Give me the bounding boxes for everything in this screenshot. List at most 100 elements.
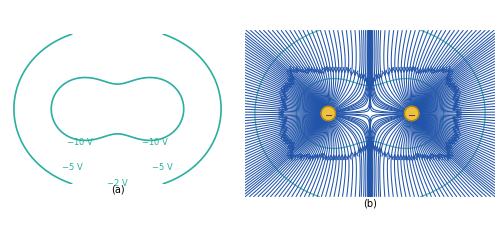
FancyArrowPatch shape (374, 146, 378, 151)
FancyArrowPatch shape (407, 155, 412, 160)
FancyArrowPatch shape (280, 88, 284, 92)
FancyArrowPatch shape (284, 85, 288, 89)
FancyArrowPatch shape (378, 149, 382, 154)
FancyArrowPatch shape (280, 124, 285, 128)
FancyArrowPatch shape (396, 67, 400, 72)
FancyArrowPatch shape (426, 67, 430, 72)
FancyArrowPatch shape (321, 153, 326, 158)
FancyArrowPatch shape (378, 73, 382, 78)
FancyArrowPatch shape (288, 152, 292, 156)
FancyArrowPatch shape (454, 92, 459, 96)
FancyArrowPatch shape (446, 143, 450, 147)
FancyArrowPatch shape (448, 147, 452, 152)
FancyArrowPatch shape (446, 75, 450, 80)
FancyArrowPatch shape (282, 83, 288, 87)
FancyArrowPatch shape (444, 155, 448, 160)
FancyArrowPatch shape (368, 85, 372, 89)
FancyArrowPatch shape (282, 102, 286, 106)
FancyArrowPatch shape (287, 67, 292, 71)
FancyArrowPatch shape (452, 140, 458, 144)
FancyArrowPatch shape (417, 154, 422, 159)
FancyArrowPatch shape (350, 152, 354, 157)
FancyArrowPatch shape (316, 154, 320, 159)
FancyArrowPatch shape (453, 94, 458, 98)
FancyArrowPatch shape (282, 96, 288, 100)
FancyArrowPatch shape (369, 142, 374, 147)
FancyArrowPatch shape (358, 73, 362, 78)
FancyArrowPatch shape (290, 75, 294, 80)
FancyArrowPatch shape (279, 114, 283, 118)
FancyArrowPatch shape (308, 67, 312, 72)
FancyArrowPatch shape (294, 66, 298, 71)
FancyArrowPatch shape (280, 90, 285, 94)
FancyArrowPatch shape (448, 143, 452, 147)
FancyArrowPatch shape (285, 140, 290, 144)
FancyArrowPatch shape (318, 68, 322, 74)
FancyArrowPatch shape (326, 155, 330, 160)
FancyArrowPatch shape (282, 117, 287, 121)
FancyArrowPatch shape (306, 156, 310, 161)
FancyArrowPatch shape (346, 67, 351, 72)
FancyArrowPatch shape (446, 156, 452, 161)
FancyArrowPatch shape (290, 147, 294, 152)
FancyArrowPatch shape (280, 97, 284, 101)
FancyArrowPatch shape (282, 135, 287, 139)
FancyArrowPatch shape (288, 80, 292, 84)
FancyArrowPatch shape (310, 67, 314, 72)
FancyArrowPatch shape (328, 155, 333, 160)
FancyArrowPatch shape (368, 138, 372, 142)
FancyArrowPatch shape (363, 77, 368, 81)
FancyArrowPatch shape (449, 142, 454, 147)
FancyArrowPatch shape (456, 112, 461, 117)
FancyArrowPatch shape (447, 73, 452, 78)
FancyArrowPatch shape (322, 66, 326, 71)
FancyArrowPatch shape (456, 110, 461, 115)
FancyArrowPatch shape (337, 155, 342, 160)
FancyArrowPatch shape (368, 138, 372, 143)
FancyArrowPatch shape (369, 80, 374, 85)
FancyArrowPatch shape (281, 86, 286, 90)
FancyArrowPatch shape (452, 115, 458, 120)
FancyArrowPatch shape (282, 129, 287, 133)
FancyArrowPatch shape (366, 80, 371, 85)
FancyArrowPatch shape (279, 112, 283, 117)
FancyArrowPatch shape (448, 67, 453, 71)
FancyArrowPatch shape (294, 154, 298, 159)
Text: $-$2 V: $-$2 V (106, 177, 129, 188)
FancyArrowPatch shape (367, 82, 372, 87)
FancyArrowPatch shape (281, 137, 286, 141)
FancyArrowPatch shape (453, 106, 458, 110)
FancyArrowPatch shape (292, 155, 296, 160)
FancyArrowPatch shape (282, 119, 286, 123)
Text: $-$: $-$ (407, 109, 416, 118)
FancyArrowPatch shape (415, 69, 420, 74)
FancyArrowPatch shape (456, 126, 460, 130)
FancyArrowPatch shape (281, 92, 286, 96)
Circle shape (404, 106, 419, 121)
FancyArrowPatch shape (382, 152, 386, 157)
FancyArrowPatch shape (448, 82, 453, 87)
FancyArrowPatch shape (368, 82, 373, 87)
FancyArrowPatch shape (282, 115, 288, 120)
FancyArrowPatch shape (446, 145, 452, 149)
Text: $-$5 V: $-$5 V (61, 161, 84, 173)
FancyArrowPatch shape (408, 67, 412, 72)
FancyArrowPatch shape (368, 140, 373, 145)
FancyArrowPatch shape (431, 66, 435, 71)
FancyArrowPatch shape (311, 155, 315, 160)
FancyArrowPatch shape (304, 68, 308, 73)
FancyArrowPatch shape (428, 67, 432, 72)
FancyArrowPatch shape (370, 79, 374, 83)
FancyArrowPatch shape (284, 138, 288, 142)
FancyArrowPatch shape (433, 154, 438, 159)
FancyArrowPatch shape (300, 155, 304, 160)
FancyArrowPatch shape (452, 138, 456, 142)
FancyArrowPatch shape (420, 154, 424, 159)
FancyArrowPatch shape (298, 155, 302, 160)
FancyArrowPatch shape (428, 155, 432, 160)
FancyArrowPatch shape (452, 127, 458, 131)
FancyArrowPatch shape (286, 142, 291, 147)
FancyArrowPatch shape (448, 75, 452, 80)
FancyArrowPatch shape (328, 67, 332, 72)
FancyArrowPatch shape (454, 102, 458, 106)
